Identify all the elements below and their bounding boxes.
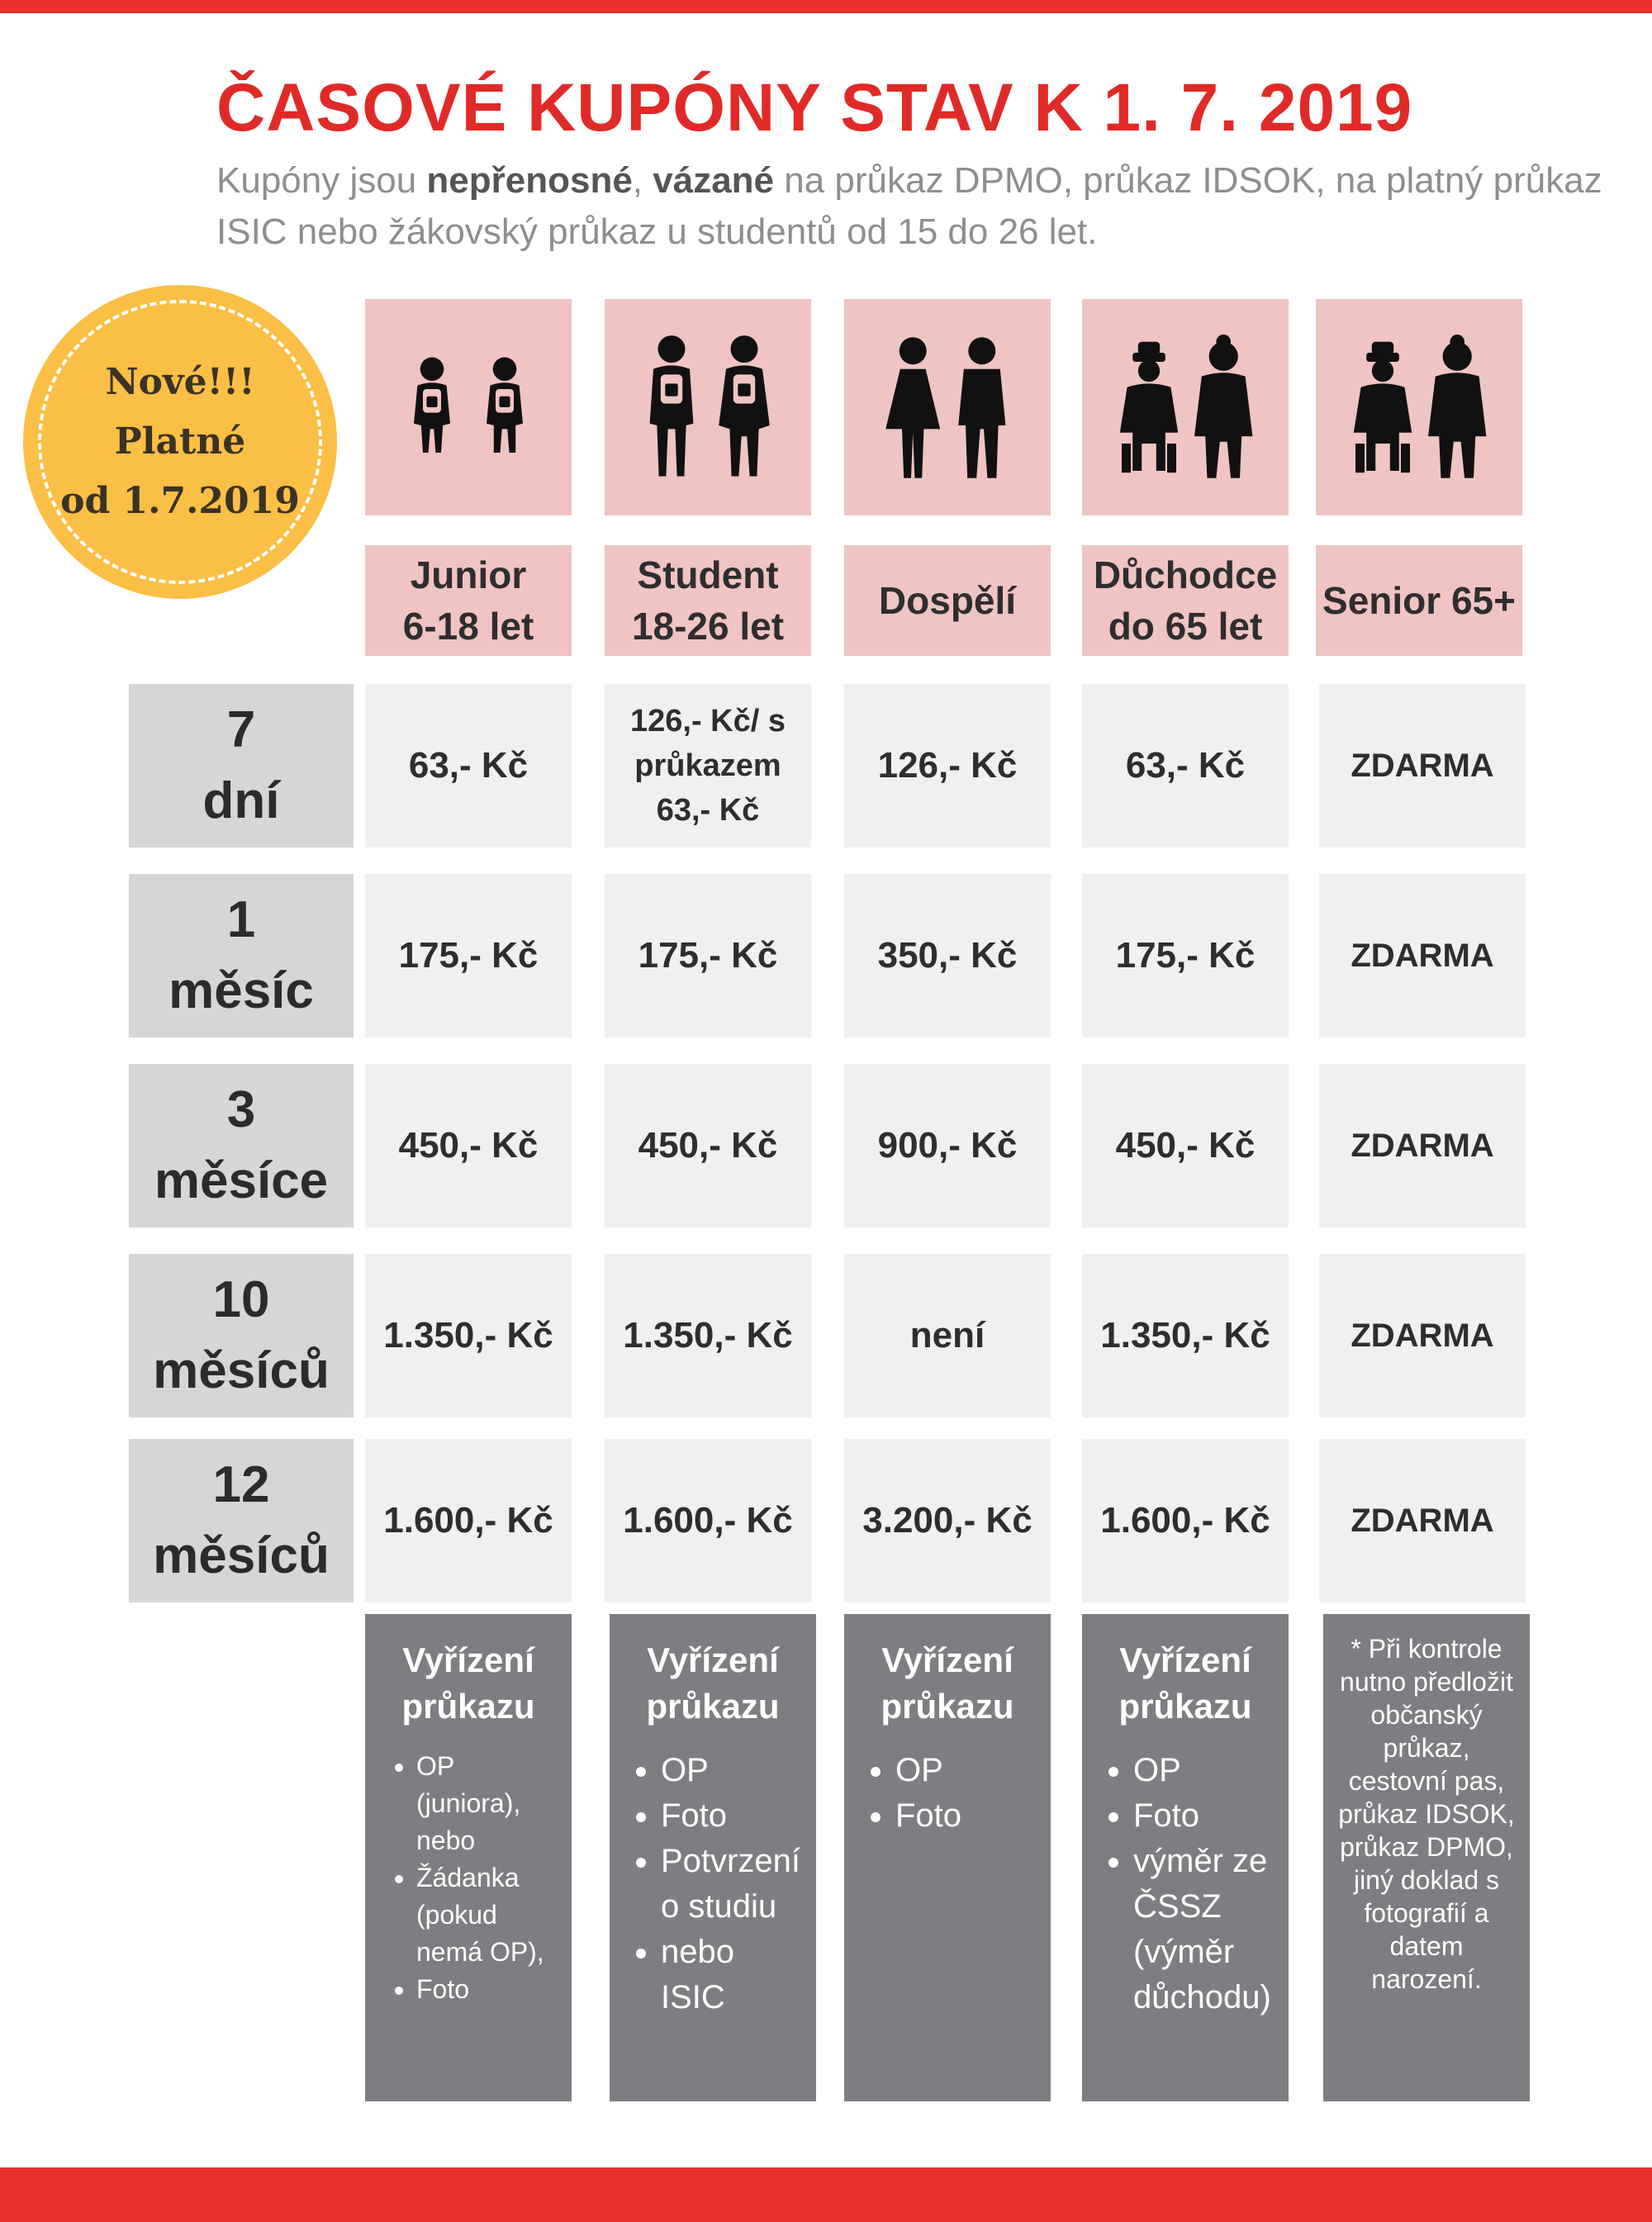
page-title: ČASOVÉ KUPÓNY STAV K 1. 7. 2019 [216,70,1413,145]
column-header-adults: Dospělí [844,545,1051,656]
price-cell: 1.600,- Kč [605,1439,811,1602]
price-cell: 175,- Kč [1082,874,1289,1037]
list-item: Foto [661,1793,803,1839]
list-item: OP [661,1748,803,1793]
info-panel-student: Vyřízení průkazu OP Foto Potvrzení o stu… [610,1614,816,2101]
price-cell: 63,- Kč [1082,684,1289,847]
price-cell: ZDARMA [1319,1254,1526,1417]
senior-icon-box [1316,299,1522,515]
price-cell: 450,- Kč [365,1064,572,1227]
price-cell: 126,- Kč/ s průkazem 63,- Kč [605,684,811,847]
price-cell: ZDARMA [1319,874,1526,1037]
price-cell: 1.600,- Kč [365,1439,572,1602]
adults-icon-box [844,299,1051,515]
list-item: nebo ISIC [661,1930,803,2020]
price-cell: 450,- Kč [605,1064,811,1227]
pensioner-icon [1119,335,1253,478]
column-header-pensioner: Důchodce do 65 let [1082,545,1289,656]
list-item: Foto [416,1971,558,2008]
badge-dashed-ring [38,300,322,584]
info-heading: Vyřízení průkazu [646,1640,780,1726]
info-heading: Vyřízení průkazu [1118,1640,1252,1726]
student-icon-box [605,299,811,515]
list-item: Žádanka (pokud nemá OP), [416,1859,558,1971]
list-item: Foto [895,1793,1037,1839]
page-subtitle: Kupóny jsou nepřenosné, vázané na průkaz… [216,160,1602,252]
price-cell: ZDARMA [1319,1439,1526,1602]
junior-icon-box [365,299,572,515]
list-item: výměr ze ČSSZ (výměr důchodu) [1133,1839,1275,2020]
row-label-10-months: 10 měsíců [129,1254,354,1417]
price-cell: 450,- Kč [1082,1064,1289,1227]
adults-icon [885,337,1006,478]
info-panel-junior: Vyřízení průkazu OP (juniora), nebo Žáda… [365,1614,572,2101]
list-item: OP [1133,1748,1275,1793]
price-cell: 1.600,- Kč [1082,1439,1289,1602]
top-accent-bar [0,0,1652,13]
info-heading: Vyřízení průkazu [401,1640,535,1726]
row-label-1-month: 1 měsíc [129,874,354,1037]
pensioner-icon-box [1082,299,1289,515]
price-cell: 175,- Kč [605,874,811,1037]
requirements-list: OP Foto [857,1748,1037,1839]
row-label-12-months: 12 měsíců [129,1439,354,1602]
list-item: Foto [1133,1793,1275,1839]
badge-text: Nové!!! Platné od 1.7.2019 [60,361,300,522]
row-label-7-days: 7 dní [129,684,354,847]
senior-icon [1353,335,1487,478]
price-cell: 350,- Kč [844,874,1051,1037]
list-item: Potvrzení o studiu [661,1839,803,1930]
junior-icon [414,357,523,453]
requirements-list: OP Foto Potvrzení o studiu nebo ISIC [623,1748,803,2020]
column-header-junior: Junior 6-18 let [365,545,572,656]
column-header-student: Student 18-26 let [605,545,811,656]
student-icon [649,335,770,477]
price-cell: ZDARMA [1319,684,1526,847]
new-valid-badge: Nové!!! Platné od 1.7.2019 [23,285,337,599]
price-cell: 900,- Kč [844,1064,1051,1227]
price-cell: ZDARMA [1319,1064,1526,1227]
requirements-list: OP Foto výměr ze ČSSZ (výměr důchodu) [1095,1748,1275,2020]
price-cell: 63,- Kč [365,684,572,847]
document-note: * Při kontrole nutno předložit občanský … [1323,1614,1530,2101]
price-cell: 175,- Kč [365,874,572,1037]
list-item: OP (juniora), nebo [416,1748,558,1859]
price-cell: 1.350,- Kč [365,1254,572,1417]
bottom-accent-bar [0,2167,1652,2222]
requirements-list: OP (juniora), nebo Žádanka (pokud nemá O… [378,1748,558,2008]
info-panel-adults: Vyřízení průkazu OP Foto [844,1614,1051,2101]
row-label-3-months: 3 měsíce [129,1064,354,1227]
info-panel-pensioner: Vyřízení průkazu OP Foto výměr ze ČSSZ (… [1082,1614,1289,2101]
list-item: OP [895,1748,1037,1793]
column-header-senior: Senior 65+ [1316,545,1522,656]
price-cell: 1.350,- Kč [1082,1254,1289,1417]
price-cell: 1.350,- Kč [605,1254,811,1417]
info-heading: Vyřízení průkazu [881,1640,1014,1726]
price-cell: není [844,1254,1051,1417]
price-cell: 3.200,- Kč [844,1439,1051,1602]
price-cell: 126,- Kč [844,684,1051,847]
